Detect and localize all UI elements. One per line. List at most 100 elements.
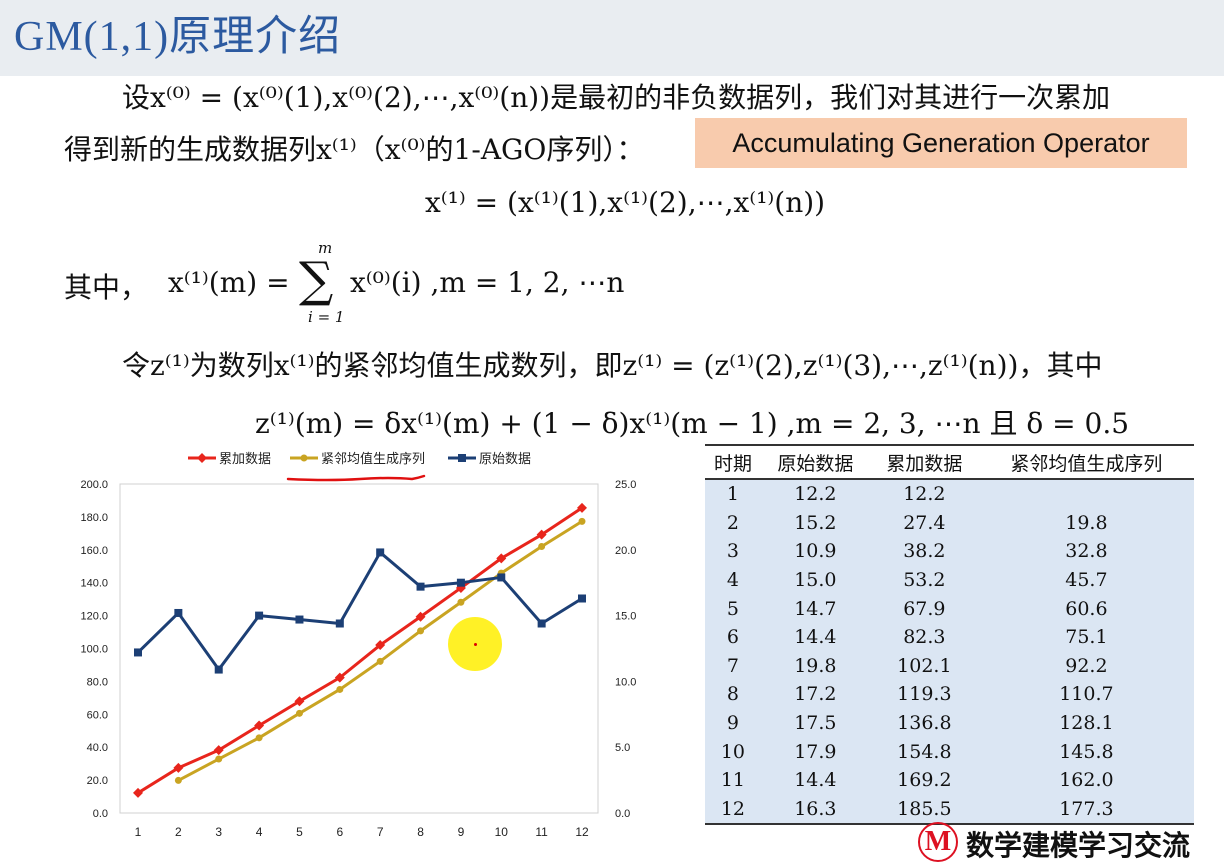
table-cell: 2 — [726, 511, 739, 534]
data-point — [336, 685, 344, 693]
data-point — [375, 640, 386, 651]
table-row: 6 14.4 82.3 75.1 — [705, 623, 1194, 652]
table-header-cell: 原始数据 — [760, 444, 870, 480]
data-point — [578, 594, 586, 603]
x-tick-label: 7 — [377, 825, 384, 839]
y-left-tick-label: 180.0 — [80, 512, 108, 524]
logo-text: 数学建模学习交流 — [966, 829, 1191, 862]
data-point — [416, 582, 425, 591]
data-table: 时期 原始数据 累加数据 紧邻均值生成序列 1 12.2 12.2 2 15.2 27.4 19.… — [705, 444, 1194, 826]
legend-marker — [300, 454, 308, 462]
definition-line: 得到新的生成数据列x⁽¹⁾（x⁽⁰⁾的1-AGO序列）： — [64, 133, 645, 166]
data-point — [455, 582, 466, 593]
y-right-tick-label: 5.0 — [615, 742, 630, 754]
table-cell: 1 — [726, 483, 739, 506]
y-left-tick-label: 40.0 — [87, 742, 108, 754]
sum-equation-rhs: x⁽⁰⁾(i) ,m = 1, 2, ⋯n — [350, 266, 625, 299]
table-cell: 7 — [726, 654, 739, 677]
table-row: 11 14.4 169.2 162.0 — [705, 766, 1194, 795]
table-cell: 38.2 — [903, 540, 946, 563]
data-point — [254, 720, 265, 731]
data-point — [497, 573, 506, 582]
y-left-tick-label: 120.0 — [80, 611, 108, 623]
data-point — [295, 615, 304, 624]
y-left-tick-label: 0.0 — [93, 808, 108, 820]
data-point — [417, 627, 425, 635]
data-point — [537, 619, 546, 628]
table-cell: 9 — [726, 712, 739, 735]
qizhong-label: 其中， — [64, 271, 149, 304]
table-cell: 16.3 — [760, 794, 870, 826]
y-right-tick-label: 15.0 — [615, 611, 636, 623]
table-cell: 110.7 — [1059, 683, 1114, 706]
x-tick-label: 10 — [495, 825, 509, 839]
x-tick-label: 5 — [296, 825, 303, 839]
table-header-cell: 时期 — [705, 444, 761, 480]
table-cell: 17.5 — [794, 712, 837, 735]
y-left-tick-label: 80.0 — [87, 676, 108, 688]
table-row: 9 17.5 136.8 128.1 — [705, 709, 1194, 738]
data-point — [215, 755, 223, 763]
data-point — [335, 619, 344, 628]
sigma-symbol: ∑ — [299, 252, 334, 308]
table-cell: 102.1 — [897, 654, 952, 677]
table-cell: 15.0 — [794, 569, 837, 592]
x1-equation: x⁽¹⁾ = (x⁽¹⁾(1),x⁽¹⁾(2),⋯,x⁽¹⁾(n)) — [425, 186, 826, 219]
table-cell: 45.7 — [1065, 569, 1108, 592]
data-point — [134, 648, 142, 657]
y-left-tick-label: 60.0 — [87, 709, 108, 721]
ago-badge: Accumulating Generation Operator — [695, 118, 1187, 168]
x-tick-label: 8 — [417, 825, 424, 839]
table-cell: 8 — [726, 683, 739, 706]
data-point — [456, 578, 465, 587]
table-row: 2 15.2 27.4 19.8 — [705, 509, 1194, 538]
table-cell: 60.6 — [1065, 597, 1108, 620]
table-cell: 14.4 — [794, 626, 837, 649]
table-cell: 12 — [705, 794, 761, 826]
table-cell: 169.2 — [897, 769, 952, 792]
table-cell: 92.2 — [1065, 654, 1108, 677]
z1-definition-line: 令z⁽¹⁾为数列x⁽¹⁾的紧邻均值生成数列，即z⁽¹⁾ = (z⁽¹⁾(2),z… — [122, 349, 1103, 382]
table-cell: 17.9 — [794, 740, 837, 763]
legend-marker — [458, 454, 466, 462]
table-cell: 82.3 — [903, 626, 946, 649]
table-cell: 136.8 — [897, 712, 952, 735]
table-cell: 10.9 — [794, 540, 837, 563]
table-cell: 185.5 — [869, 794, 979, 826]
data-point — [294, 696, 305, 707]
page-title: GM(1,1)原理介绍 — [14, 14, 342, 60]
sum-equation-lhs: x⁽¹⁾(m) = — [168, 266, 290, 299]
y-right-tick-label: 25.0 — [615, 479, 636, 491]
table-cell: 145.8 — [1059, 740, 1114, 763]
title-bar: GM(1,1)原理介绍 — [0, 0, 1224, 76]
table-cell: 11 — [720, 769, 746, 792]
y-right-tick-label: 20.0 — [615, 545, 636, 557]
x-tick-label: 6 — [336, 825, 343, 839]
z1-equation: z⁽¹⁾(m) = δx⁽¹⁾(m) + (1 − δ)x⁽¹⁾(m − 1) … — [255, 407, 1130, 440]
table-cell: 10 — [720, 740, 746, 763]
data-point — [415, 611, 426, 622]
table-cell: 19.8 — [794, 654, 837, 677]
underline-annotation — [286, 474, 426, 482]
data-point — [536, 529, 547, 540]
y-right-tick-label: 10.0 — [615, 676, 636, 688]
table-cell — [979, 479, 1194, 509]
legend-label: 累加数据 — [219, 452, 271, 467]
data-point — [538, 543, 546, 551]
x-tick-label: 3 — [215, 825, 222, 839]
data-point — [578, 517, 586, 525]
data-point — [577, 502, 587, 513]
table-header-cell: 累加数据 — [869, 444, 979, 480]
x-tick-label: 9 — [458, 825, 465, 839]
y-right-tick-label: 0.0 — [615, 808, 630, 820]
table-cell: 14.4 — [794, 769, 837, 792]
y-left-tick-label: 140.0 — [80, 578, 108, 590]
table-cell: 19.8 — [1065, 511, 1108, 534]
data-point — [214, 665, 223, 674]
table-cell: 75.1 — [1065, 626, 1108, 649]
table-cell: 32.8 — [1065, 540, 1108, 563]
table-cell: 119.3 — [897, 683, 952, 706]
table-row: 8 17.2 119.3 110.7 — [705, 680, 1194, 709]
data-point — [174, 776, 182, 784]
table-cell: 128.1 — [1059, 712, 1114, 735]
